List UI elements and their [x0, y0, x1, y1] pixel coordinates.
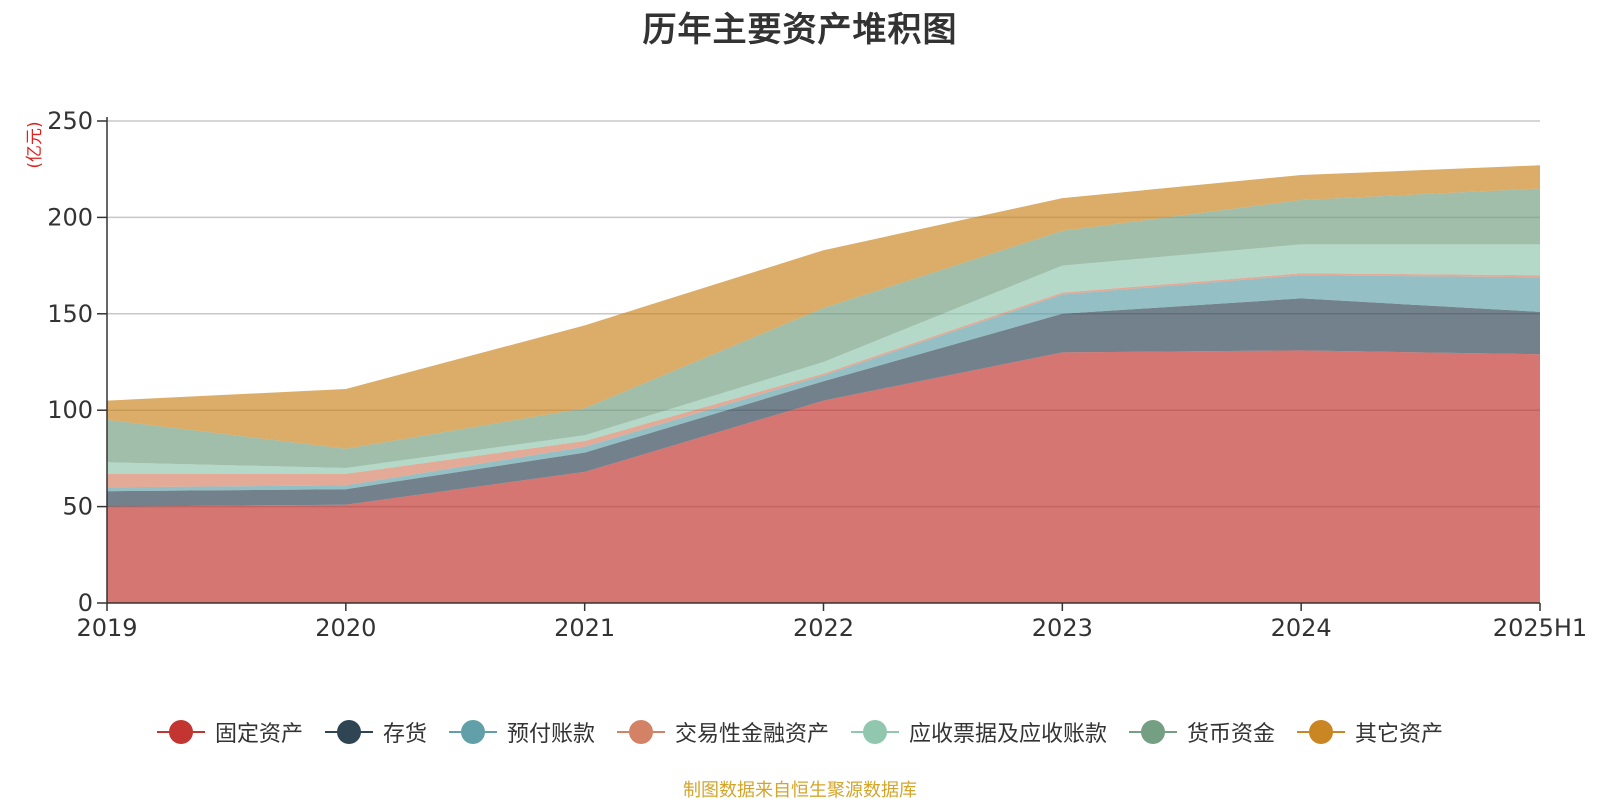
x-tick-label: 2020: [315, 614, 376, 642]
legend: 固定资产 存货 预付账款 交易性金融资产 应收票据及应收账款 货币资金 其它资产: [0, 716, 1600, 748]
y-tick-label: 0: [78, 589, 93, 617]
legend-item[interactable]: 固定资产: [156, 716, 303, 748]
legend-marker-icon: [1129, 719, 1178, 745]
legend-label: 货币资金: [1187, 722, 1276, 747]
legend-label: 应收票据及应收账款: [909, 722, 1108, 747]
y-axis-unit-label: (亿元): [25, 121, 45, 168]
x-tick-label: 2022: [793, 614, 854, 642]
legend-item[interactable]: 货币资金: [1129, 716, 1275, 748]
legend-marker-icon: [448, 719, 497, 745]
legend-marker-icon: [1297, 719, 1346, 745]
legend-marker-icon: [156, 719, 205, 745]
legend-label: 其它资产: [1355, 722, 1444, 747]
legend-item[interactable]: 预付账款: [448, 716, 595, 748]
y-tick-label: 50: [62, 493, 93, 521]
area-series-1: [107, 350, 1540, 603]
x-tick-label: 2023: [1032, 614, 1093, 642]
legend-item[interactable]: 应收票据及应收账款: [851, 716, 1107, 748]
area-series-2: [107, 298, 1540, 507]
area-series-6: [107, 188, 1540, 468]
chart-title: 历年主要资产堆积图: [642, 10, 958, 50]
axes: 0 50 100 150 200 250 2019 2020 2021 2022 2023 2024 2…: [47, 107, 1587, 642]
legend-item[interactable]: 其它资产: [1297, 716, 1443, 748]
legend-label: 预付账款: [506, 722, 595, 747]
y-tick-label: 200: [47, 203, 93, 231]
legend-item[interactable]: 存货: [324, 716, 427, 748]
legend-marker-icon: [616, 719, 665, 745]
stacked-area-chart: 0 50 100 150 200 250 2019 2020 2021 2022 2023 2024 2…: [25, 107, 1587, 642]
legend-label: 固定资产: [214, 722, 303, 747]
source-note: 制图数据来自恒生聚源数据库: [683, 780, 917, 801]
y-tick-label: 250: [47, 107, 93, 135]
x-tick-label: 2024: [1271, 614, 1332, 642]
legend-label: 存货: [382, 722, 427, 747]
legend-marker-icon: [324, 719, 373, 745]
legend-label: 交易性金融资产: [674, 722, 829, 747]
x-tick-label: 2019: [76, 614, 137, 642]
x-tick-label: 2021: [554, 614, 615, 642]
area-series-3: [107, 275, 1540, 492]
legend-marker-icon: [851, 719, 899, 745]
area-series-7: [107, 165, 1540, 449]
x-tick-label: 2025H1: [1493, 614, 1587, 642]
y-tick-label: 100: [47, 396, 93, 424]
y-tick-label: 150: [47, 300, 93, 328]
area-series: [107, 165, 1540, 603]
legend-item[interactable]: 交易性金融资产: [616, 716, 829, 748]
area-series-5: [107, 244, 1540, 474]
